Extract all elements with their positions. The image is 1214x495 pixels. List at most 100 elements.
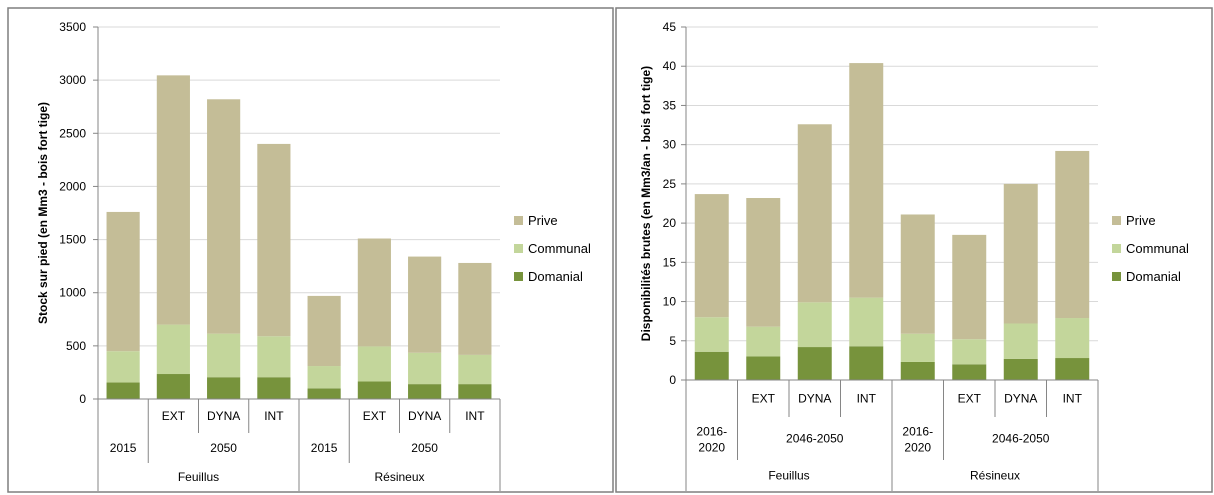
x-tick-label: DYNA	[798, 392, 831, 406]
bar-domanial	[694, 351, 729, 380]
bar-communal	[207, 333, 241, 378]
bar-domanial	[1055, 358, 1090, 380]
bar-communal	[1055, 318, 1090, 359]
bar-domanial	[746, 356, 781, 380]
x-tick-label: EXT	[958, 392, 982, 406]
chart-panel-2: 0 5 10 15 20 25 30 35 40 45 Disponibilités brutes …	[615, 7, 1213, 493]
bar-domanial	[849, 346, 884, 380]
y-axis-label: Stock sur pied (en Mm3 - bois fort tige)	[36, 102, 50, 324]
bar-communal	[952, 339, 987, 365]
y-axis-label: Disponibilités brutes (en Mm3/an - bois …	[639, 66, 653, 341]
x-tick-label: EXT	[162, 409, 186, 423]
legend-label-prive: Prive	[528, 213, 558, 228]
x-tick-label: INT	[1063, 392, 1083, 406]
x-group-label: 2050	[210, 441, 237, 455]
bar-domanial	[900, 361, 935, 380]
bar-communal	[694, 317, 729, 352]
bar-domanial	[106, 382, 140, 399]
bar-prive	[106, 211, 140, 352]
legend-swatch-prive	[1112, 216, 1121, 225]
bar-communal	[458, 354, 492, 385]
y-tick-label: 1000	[59, 286, 86, 300]
legend-swatch-prive	[514, 216, 523, 225]
x-group-label: 2050	[411, 441, 438, 455]
legend-swatch-domanial	[1112, 272, 1121, 281]
x-tick-label: DYNA	[207, 409, 240, 423]
y-tick-label: 500	[66, 339, 86, 353]
x-supergroup-label: Feuillus	[768, 469, 809, 483]
bar-prive	[207, 99, 241, 334]
bar-prive	[952, 234, 987, 340]
bar-communal	[357, 346, 391, 382]
bar-prive	[307, 295, 341, 367]
y-tick-label: 35	[663, 98, 677, 112]
y-tick-label: 40	[663, 59, 677, 73]
legend-swatch-communal	[1112, 244, 1121, 253]
y-tick-label: 30	[663, 138, 677, 152]
bar-communal	[900, 333, 935, 362]
bar-prive	[408, 256, 442, 353]
x-group-label: 2046-2050	[992, 432, 1050, 446]
bar-domanial	[408, 384, 442, 399]
bar-domanial	[952, 364, 987, 380]
x-group-label: 2046-2050	[786, 432, 844, 446]
bar-communal	[849, 297, 884, 347]
legend-label-prive: Prive	[1126, 213, 1156, 228]
bar-domanial	[1003, 358, 1038, 380]
bar-domanial	[797, 347, 832, 380]
x-tick-label: INT	[264, 409, 284, 423]
legend-label-domanial: Domanial	[1126, 269, 1181, 284]
legend-label-domanial: Domanial	[528, 269, 583, 284]
x-tick-label: INT	[857, 392, 877, 406]
bar-communal	[1003, 323, 1038, 359]
x-tick-label: EXT	[363, 409, 387, 423]
bar-prive	[257, 143, 291, 337]
bar-prive	[1003, 183, 1038, 324]
x-group-label: 2015	[311, 441, 338, 455]
x-group-label-line1: 2016-	[902, 425, 933, 439]
y-tick-label: 5	[669, 334, 676, 348]
x-supergroup-label: Résineux	[970, 469, 1020, 483]
bar-domanial	[257, 377, 291, 399]
y-tick-label: 20	[663, 216, 677, 230]
bar-prive	[156, 75, 190, 325]
bar-prive	[797, 124, 832, 303]
bar-prive	[357, 238, 391, 347]
bar-prive	[849, 63, 884, 298]
x-group-label: 2015	[110, 441, 137, 455]
y-tick-label: 45	[663, 20, 677, 34]
legend-swatch-communal	[514, 244, 523, 253]
x-supergroup-label: Résineux	[374, 470, 424, 484]
x-tick-label: EXT	[752, 392, 776, 406]
bar-prive	[900, 214, 935, 334]
bar-communal	[156, 324, 190, 375]
x-group-label-line1: 2016-	[696, 425, 727, 439]
y-tick-label: 3500	[59, 20, 86, 34]
bar-communal	[797, 302, 832, 348]
x-group-label-line2: 2020	[904, 441, 931, 455]
y-tick-label: 10	[663, 295, 677, 309]
legend-label-communal: Communal	[528, 241, 591, 256]
bar-domanial	[458, 384, 492, 399]
y-tick-label: 2500	[59, 126, 86, 140]
bar-prive	[746, 198, 781, 327]
bar-domanial	[307, 388, 341, 399]
bar-communal	[408, 352, 442, 385]
bar-domanial	[207, 377, 241, 399]
y-tick-label: 0	[79, 392, 86, 406]
bar-communal	[746, 326, 781, 357]
x-group-label-line2: 2020	[698, 441, 725, 455]
y-tick-label: 25	[663, 177, 677, 191]
bar-domanial	[156, 374, 190, 399]
legend-label-communal: Communal	[1126, 241, 1189, 256]
x-tick-label: INT	[465, 409, 485, 423]
y-tick-label: 15	[663, 255, 677, 269]
legend-swatch-domanial	[514, 272, 523, 281]
x-supergroup-label: Feuillus	[178, 470, 219, 484]
x-tick-label: DYNA	[408, 409, 441, 423]
x-tick-label: DYNA	[1004, 392, 1037, 406]
y-tick-label: 3000	[59, 73, 86, 87]
bar-communal	[106, 351, 140, 383]
bar-prive	[694, 194, 729, 318]
